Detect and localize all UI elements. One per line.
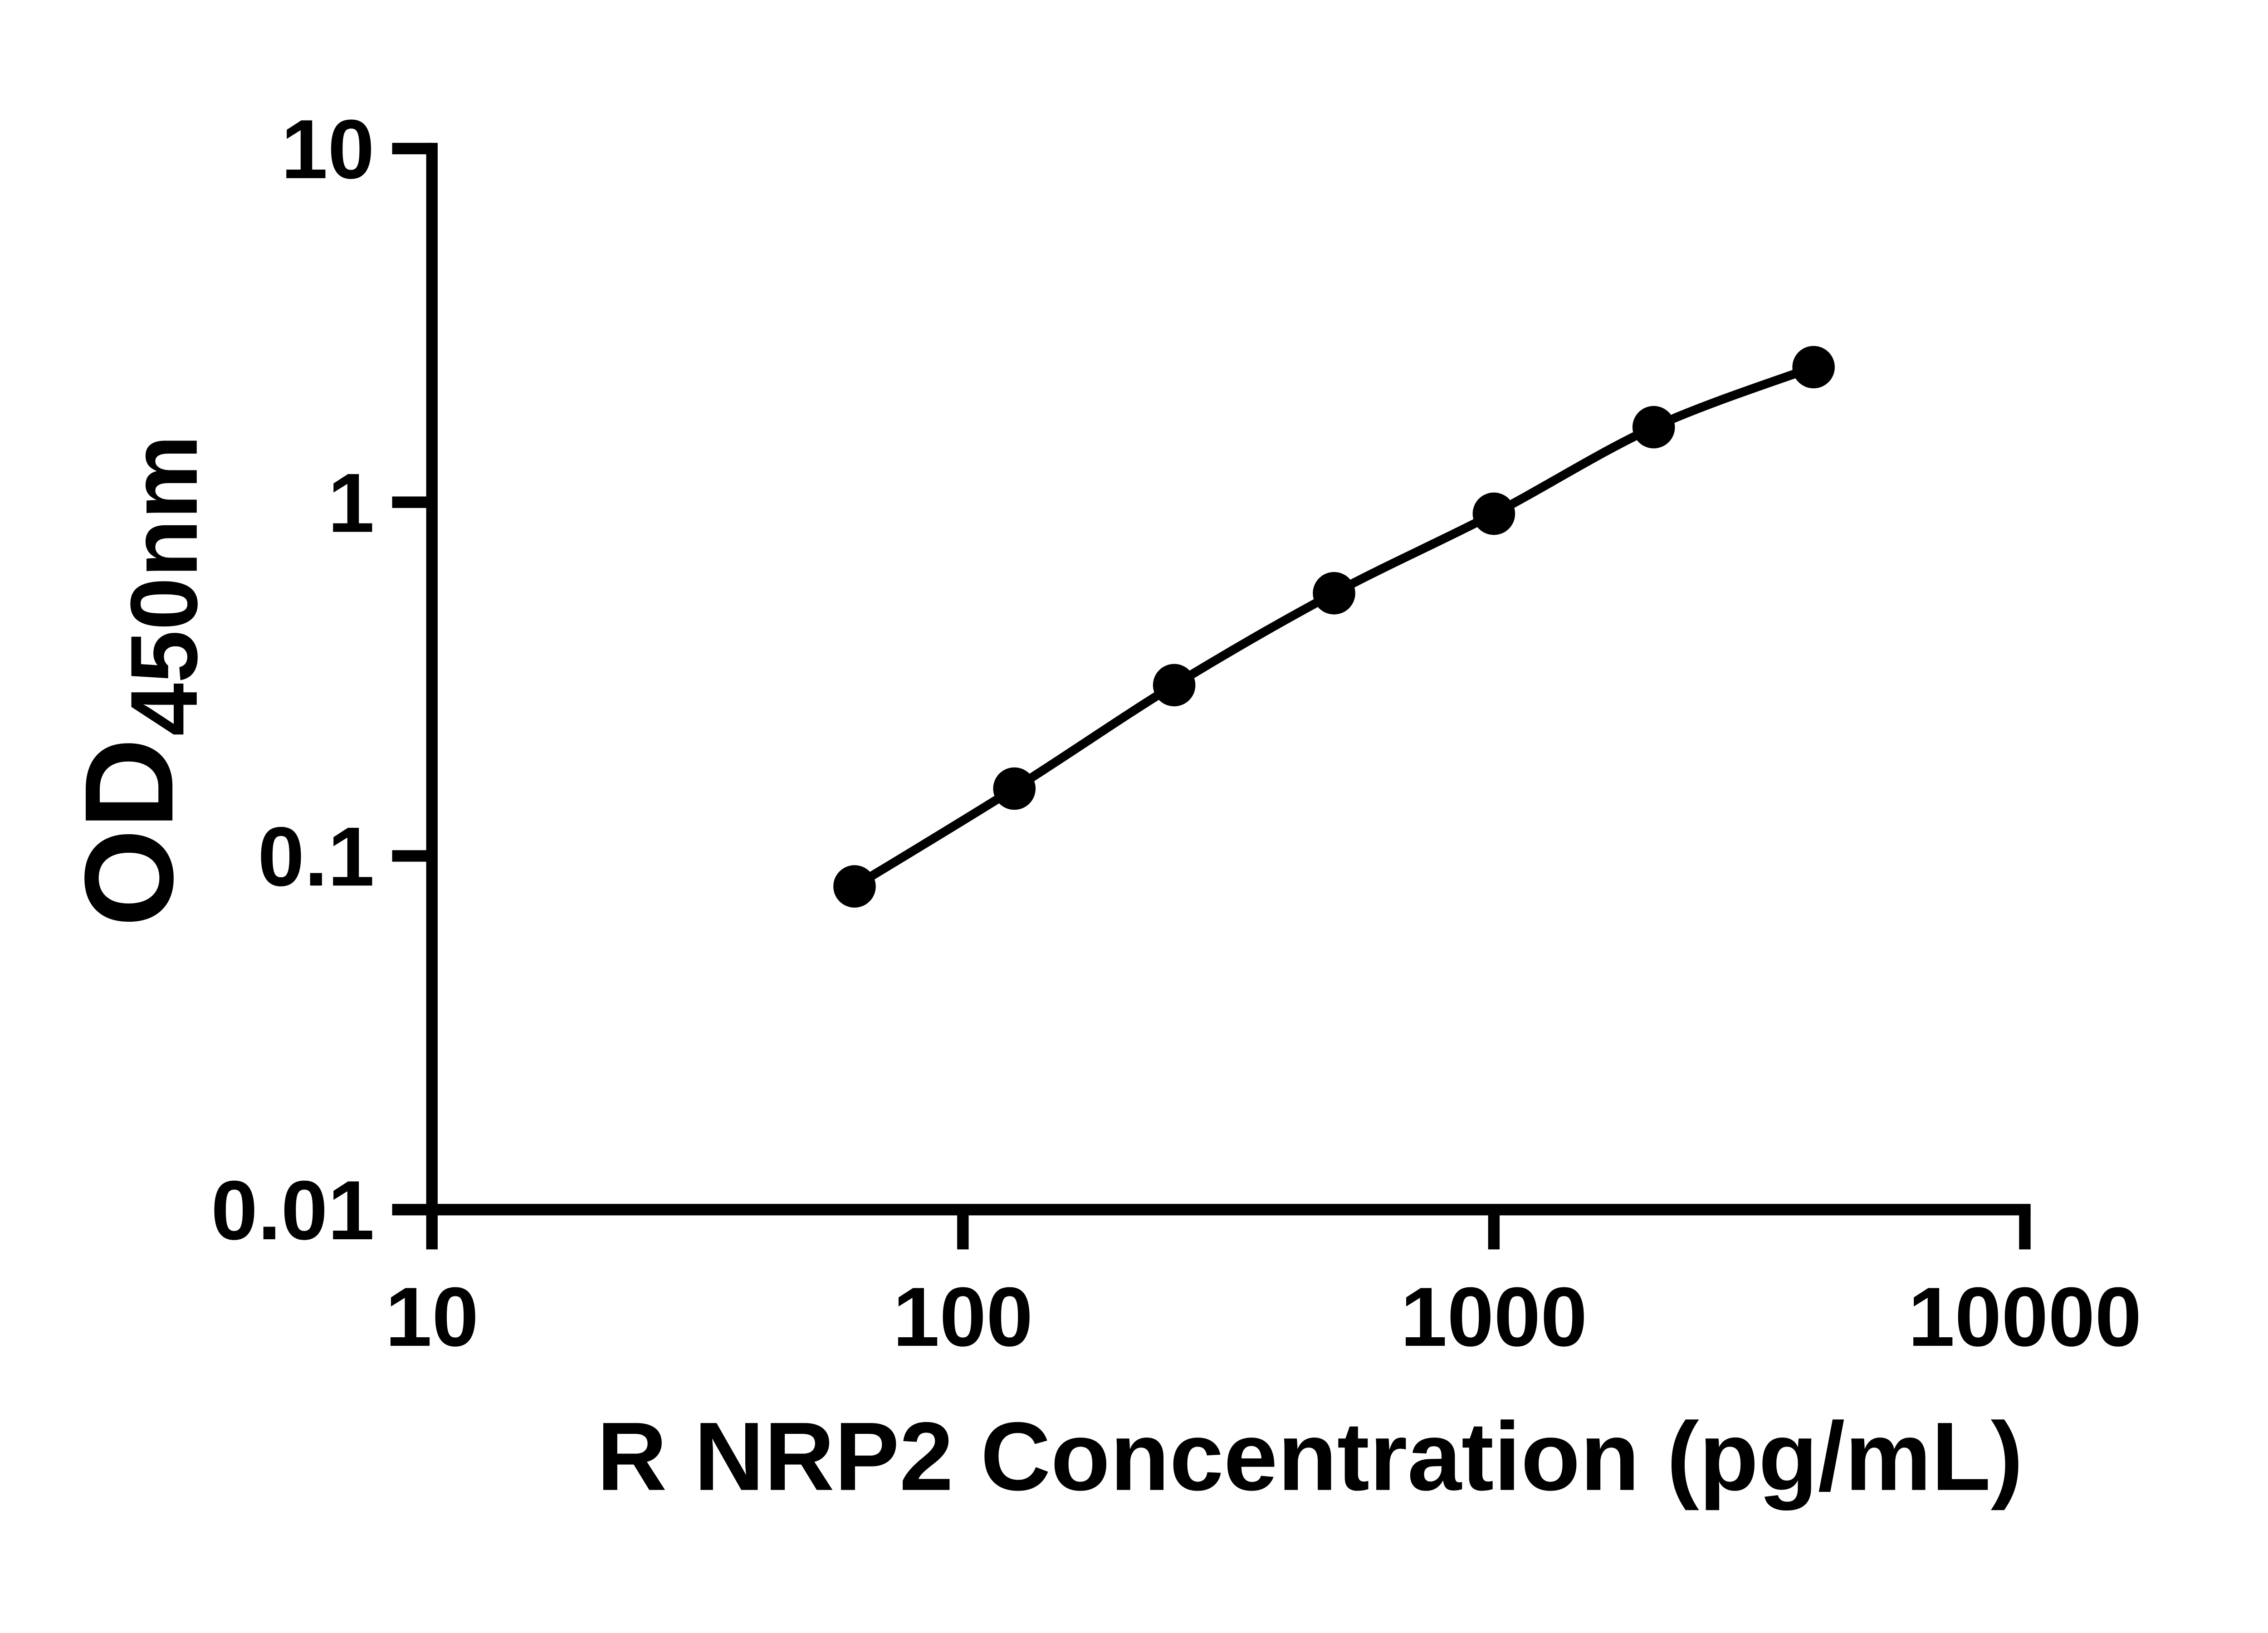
x-tick-labels: 10 100 1000 10000 <box>385 1270 2141 1364</box>
data-point <box>1472 492 1515 535</box>
y-tick-label: 0.1 <box>258 810 374 904</box>
x-tick-label: 100 <box>893 1270 1033 1364</box>
data-point <box>833 865 876 908</box>
data-point <box>1632 406 1675 449</box>
y-tick-labels: 0.01 0.1 1 10 <box>211 103 374 1257</box>
standard-curve-chart: 0.01 0.1 1 10 10 100 1000 10000 R NRP2 Concent… <box>59 102 2142 1511</box>
y-axis-title-main: OD <box>59 738 199 927</box>
data-points <box>833 346 1835 908</box>
y-tick-label: 10 <box>281 103 375 196</box>
y-axis-title-subscript: 450nm <box>111 435 217 736</box>
y-ticks <box>392 142 432 1216</box>
axes <box>426 142 2031 1216</box>
x-tick-label: 10 <box>385 1270 479 1364</box>
data-point <box>993 767 1036 810</box>
y-axis-title: OD 450nm <box>59 435 217 927</box>
x-tick-label: 1000 <box>1400 1270 1587 1364</box>
x-axis-title: R NRP2 Concentration (pg/mL) <box>597 1403 2024 1511</box>
chart-container: 0.01 0.1 1 10 10 100 1000 10000 R NRP2 Concent… <box>59 102 2142 1511</box>
x-ticks <box>426 1209 2031 1250</box>
y-tick-label: 1 <box>328 456 375 550</box>
data-point <box>1792 346 1835 389</box>
data-point <box>1153 664 1196 707</box>
data-point <box>1313 572 1355 615</box>
y-tick-label: 0.01 <box>211 1164 374 1257</box>
x-tick-label: 10000 <box>1908 1270 2141 1364</box>
standard-curve-line <box>852 363 1815 890</box>
